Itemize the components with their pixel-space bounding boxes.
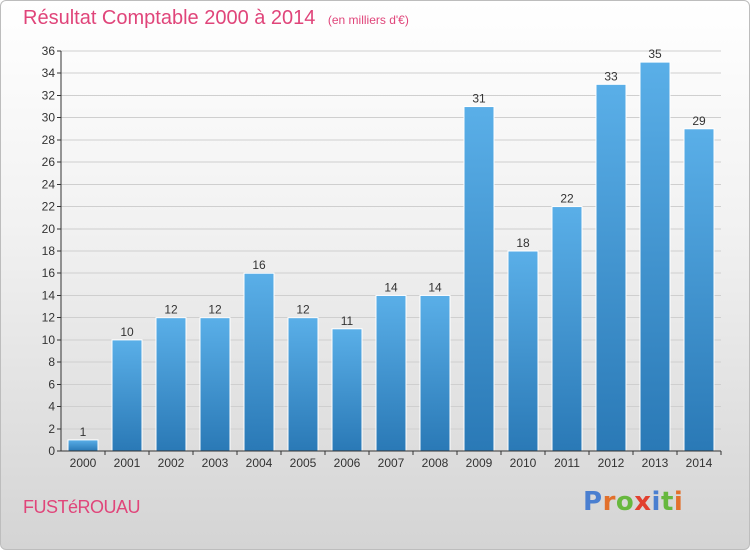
y-tick-label: 10 [42, 333, 56, 347]
y-tick-label: 30 [42, 111, 56, 125]
title-text: Résultat Comptable 2000 à 2014 [23, 7, 316, 29]
data-label: 16 [252, 258, 266, 272]
x-tick-label: 2006 [334, 456, 361, 470]
bar-2000 [67, 439, 99, 452]
commune-name: FUSTéROUAU [23, 497, 141, 517]
x-tick-label: 2010 [510, 456, 537, 470]
chart-title: Résultat Comptable 2000 à 2014 (en milli… [23, 7, 409, 30]
x-tick-label: 2009 [466, 456, 493, 470]
y-tick-label: 34 [42, 66, 56, 80]
unit-label: (en milliers d'€) [327, 13, 409, 27]
data-label: 12 [208, 303, 222, 317]
data-label: 29 [692, 114, 706, 128]
bar-2003 [199, 317, 231, 452]
bar-2005 [287, 317, 319, 452]
y-tick-label: 18 [42, 244, 56, 258]
x-tick-label: 2012 [598, 456, 625, 470]
x-tick-label: 2013 [642, 456, 669, 470]
logo-letter: x [634, 487, 652, 517]
y-tick-label: 4 [48, 400, 55, 414]
data-label: 18 [516, 236, 530, 250]
x-tick-label: 2008 [422, 456, 449, 470]
data-label: 33 [604, 69, 618, 83]
x-tick-label: 2002 [158, 456, 185, 470]
bar-2013 [639, 61, 671, 452]
logo-letter: o [615, 487, 635, 517]
bar-2002 [155, 317, 187, 452]
data-label: 1 [80, 425, 87, 439]
bar-2012 [595, 83, 627, 452]
y-tick-label: 24 [42, 177, 56, 191]
bar-2011 [551, 206, 583, 452]
logo-letter: P [583, 487, 603, 517]
x-axis: 2000 2001 2002 2003 2004 2005 2006 2007 2008 2009… [61, 450, 722, 470]
logo-letter: i [673, 487, 684, 517]
y-tick-label: 8 [48, 355, 55, 369]
y-tick-label: 14 [42, 288, 56, 302]
x-tick-label: 2014 [686, 456, 713, 470]
y-tick-label: 6 [48, 377, 55, 391]
y-tick-label: 36 [42, 44, 56, 58]
x-tick-label: 2005 [290, 456, 317, 470]
y-tick-label: 2 [48, 422, 55, 436]
bar-2001 [111, 339, 143, 452]
x-tick-label: 2007 [378, 456, 405, 470]
y-tick-label: 12 [42, 311, 56, 325]
data-label: 35 [648, 47, 662, 61]
y-tick-label: 20 [42, 222, 56, 236]
y-tick-label: 28 [42, 133, 56, 147]
bar-2007 [375, 294, 407, 452]
data-label: 31 [472, 92, 486, 106]
data-label: 12 [296, 303, 310, 317]
x-tick-label: 2004 [246, 456, 273, 470]
y-tick-label: 22 [42, 200, 56, 214]
y-tick-label: 0 [48, 444, 55, 458]
data-label: 14 [384, 280, 398, 294]
bar-2014 [683, 128, 715, 452]
x-tick-label: 2001 [114, 456, 141, 470]
bar-2009 [463, 106, 495, 452]
data-label: 11 [341, 314, 354, 328]
data-label: 10 [120, 325, 134, 339]
y-tick-label: 16 [42, 266, 56, 280]
logo-letter: r [602, 487, 616, 517]
x-tick-label: 2000 [70, 456, 97, 470]
y-tick-label: 32 [42, 88, 56, 102]
logo-letter: t [660, 487, 674, 517]
data-label: 22 [560, 192, 574, 206]
data-label: 14 [428, 280, 442, 294]
data-label: 12 [164, 303, 178, 317]
bar-2004 [243, 272, 275, 452]
x-tick-label: 2011 [554, 456, 580, 470]
bar-2006 [331, 328, 363, 452]
y-tick-label: 26 [42, 155, 56, 169]
proxiti-logo: Proxiti [583, 487, 683, 517]
logo-letter: i [651, 487, 661, 517]
x-tick-label: 2003 [202, 456, 229, 470]
bar-2010 [507, 250, 539, 452]
bar-2008 [419, 294, 451, 452]
